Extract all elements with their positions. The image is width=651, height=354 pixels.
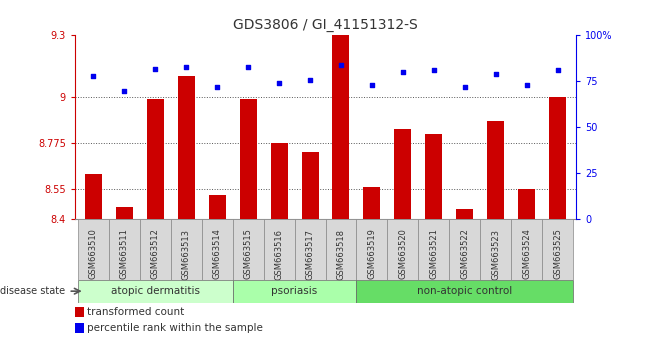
Bar bbox=[301, 152, 318, 219]
Text: GSM663516: GSM663516 bbox=[275, 229, 284, 280]
Text: GSM663510: GSM663510 bbox=[89, 229, 98, 279]
Text: GSM663520: GSM663520 bbox=[398, 229, 408, 279]
Bar bbox=[480, 219, 511, 280]
Bar bbox=[232, 219, 264, 280]
Point bbox=[398, 69, 408, 75]
Bar bbox=[209, 195, 226, 219]
Bar bbox=[518, 189, 535, 219]
Text: atopic dermatitis: atopic dermatitis bbox=[111, 286, 200, 296]
Point bbox=[212, 84, 223, 90]
Bar bbox=[140, 219, 171, 280]
Bar bbox=[232, 280, 357, 303]
Bar bbox=[387, 219, 419, 280]
Point bbox=[181, 64, 191, 69]
Bar bbox=[449, 219, 480, 280]
Bar bbox=[75, 324, 84, 333]
Bar bbox=[425, 133, 442, 219]
Text: transformed count: transformed count bbox=[87, 307, 185, 317]
Bar bbox=[78, 219, 109, 280]
Bar bbox=[363, 187, 380, 219]
Bar bbox=[171, 219, 202, 280]
Text: GSM663524: GSM663524 bbox=[522, 229, 531, 279]
Bar bbox=[78, 280, 232, 303]
Point bbox=[150, 66, 161, 72]
Bar bbox=[116, 207, 133, 219]
Bar bbox=[549, 97, 566, 219]
Bar bbox=[178, 76, 195, 219]
Point bbox=[428, 68, 439, 73]
Point bbox=[119, 88, 130, 93]
Text: GSM663514: GSM663514 bbox=[213, 229, 222, 279]
Title: GDS3806 / GI_41151312-S: GDS3806 / GI_41151312-S bbox=[233, 18, 418, 32]
Bar bbox=[511, 219, 542, 280]
Point bbox=[367, 82, 377, 88]
Point bbox=[243, 64, 253, 69]
Point bbox=[305, 77, 315, 82]
Text: GSM663523: GSM663523 bbox=[492, 229, 500, 280]
Bar bbox=[147, 99, 164, 219]
Text: GSM663518: GSM663518 bbox=[337, 229, 346, 280]
Bar bbox=[271, 143, 288, 219]
Bar bbox=[294, 219, 326, 280]
Point bbox=[460, 84, 470, 90]
Point bbox=[274, 80, 284, 86]
Text: GSM663513: GSM663513 bbox=[182, 229, 191, 280]
Text: disease state: disease state bbox=[0, 286, 65, 296]
Bar bbox=[487, 121, 504, 219]
Text: GSM663522: GSM663522 bbox=[460, 229, 469, 279]
Bar bbox=[357, 219, 387, 280]
Text: GSM663515: GSM663515 bbox=[243, 229, 253, 279]
Bar bbox=[85, 175, 102, 219]
Bar bbox=[419, 219, 449, 280]
Bar bbox=[264, 219, 294, 280]
Bar bbox=[75, 307, 84, 317]
Point bbox=[336, 62, 346, 68]
Text: GSM663512: GSM663512 bbox=[151, 229, 159, 279]
Text: GSM663517: GSM663517 bbox=[305, 229, 314, 280]
Text: GSM663525: GSM663525 bbox=[553, 229, 562, 279]
Bar bbox=[326, 219, 357, 280]
Text: GSM663519: GSM663519 bbox=[367, 229, 376, 279]
Point bbox=[89, 73, 99, 79]
Point bbox=[521, 82, 532, 88]
Bar bbox=[357, 280, 573, 303]
Text: GSM663511: GSM663511 bbox=[120, 229, 129, 279]
Bar bbox=[542, 219, 573, 280]
Bar bbox=[202, 219, 232, 280]
Text: non-atopic control: non-atopic control bbox=[417, 286, 512, 296]
Text: percentile rank within the sample: percentile rank within the sample bbox=[87, 323, 263, 333]
Bar bbox=[395, 130, 411, 219]
Point bbox=[552, 68, 562, 73]
Bar bbox=[456, 209, 473, 219]
Point bbox=[490, 71, 501, 77]
Bar bbox=[240, 99, 256, 219]
Text: psoriasis: psoriasis bbox=[271, 286, 318, 296]
Bar bbox=[333, 35, 350, 219]
Text: GSM663521: GSM663521 bbox=[429, 229, 438, 279]
Bar bbox=[109, 219, 140, 280]
